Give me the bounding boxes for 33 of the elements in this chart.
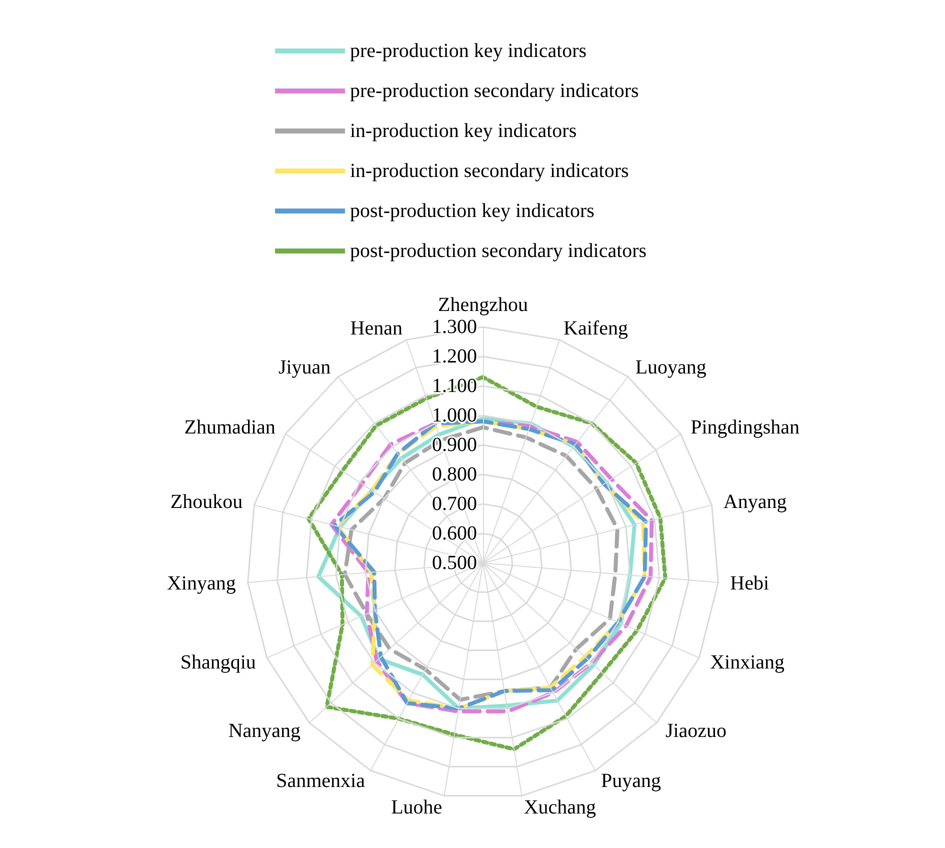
spoke-label: Jiaozuo (665, 720, 727, 742)
legend-label: post-production secondary indicators (350, 240, 647, 262)
y-tick-label: 0.500 (432, 552, 477, 574)
spoke-label: Pingdingshan (690, 416, 800, 438)
spoke-label: Xuchang (524, 796, 596, 819)
spoke-label: Luohe (391, 796, 442, 819)
spoke-label: Shangqiu (180, 652, 256, 674)
legend-label: pre-production secondary indicators (350, 80, 640, 102)
spoke-label: Jiyuan (278, 356, 331, 378)
spoke-label: Hebi (730, 572, 770, 594)
spoke-label: Henan (350, 317, 402, 340)
spoke-label: Anyang (723, 491, 787, 514)
spoke-label: Luoyang (635, 356, 706, 378)
spoke-label: Xinxiang (710, 652, 785, 674)
spoke-label: Xinyang (166, 572, 236, 594)
legend-label: post-production key indicators (350, 200, 595, 222)
spoke-label: Sanmenxia (276, 770, 366, 792)
y-tick-label: 0.900 (432, 434, 477, 456)
spoke-label: Kaifeng (564, 317, 628, 340)
spoke-label: Puyang (601, 770, 662, 792)
y-tick-label: 1.000 (432, 404, 477, 426)
spoke-label: Zhengzhou (438, 294, 528, 316)
spoke-label: Zhumadian (184, 416, 276, 438)
y-tick-label: 0.600 (432, 522, 477, 544)
y-tick-label: 1.300 (432, 316, 477, 338)
y-tick-label: 0.700 (432, 493, 477, 515)
y-tick-label: 0.800 (432, 464, 477, 486)
spoke-label: Zhoukou (170, 491, 243, 514)
spoke-label: Nanyang (228, 720, 301, 742)
legend-label: in-production key indicators (350, 120, 577, 142)
legend-label: in-production secondary indicators (350, 160, 630, 182)
legend-label: pre-production key indicators (350, 40, 587, 62)
y-tick-label: 1.200 (432, 346, 477, 368)
